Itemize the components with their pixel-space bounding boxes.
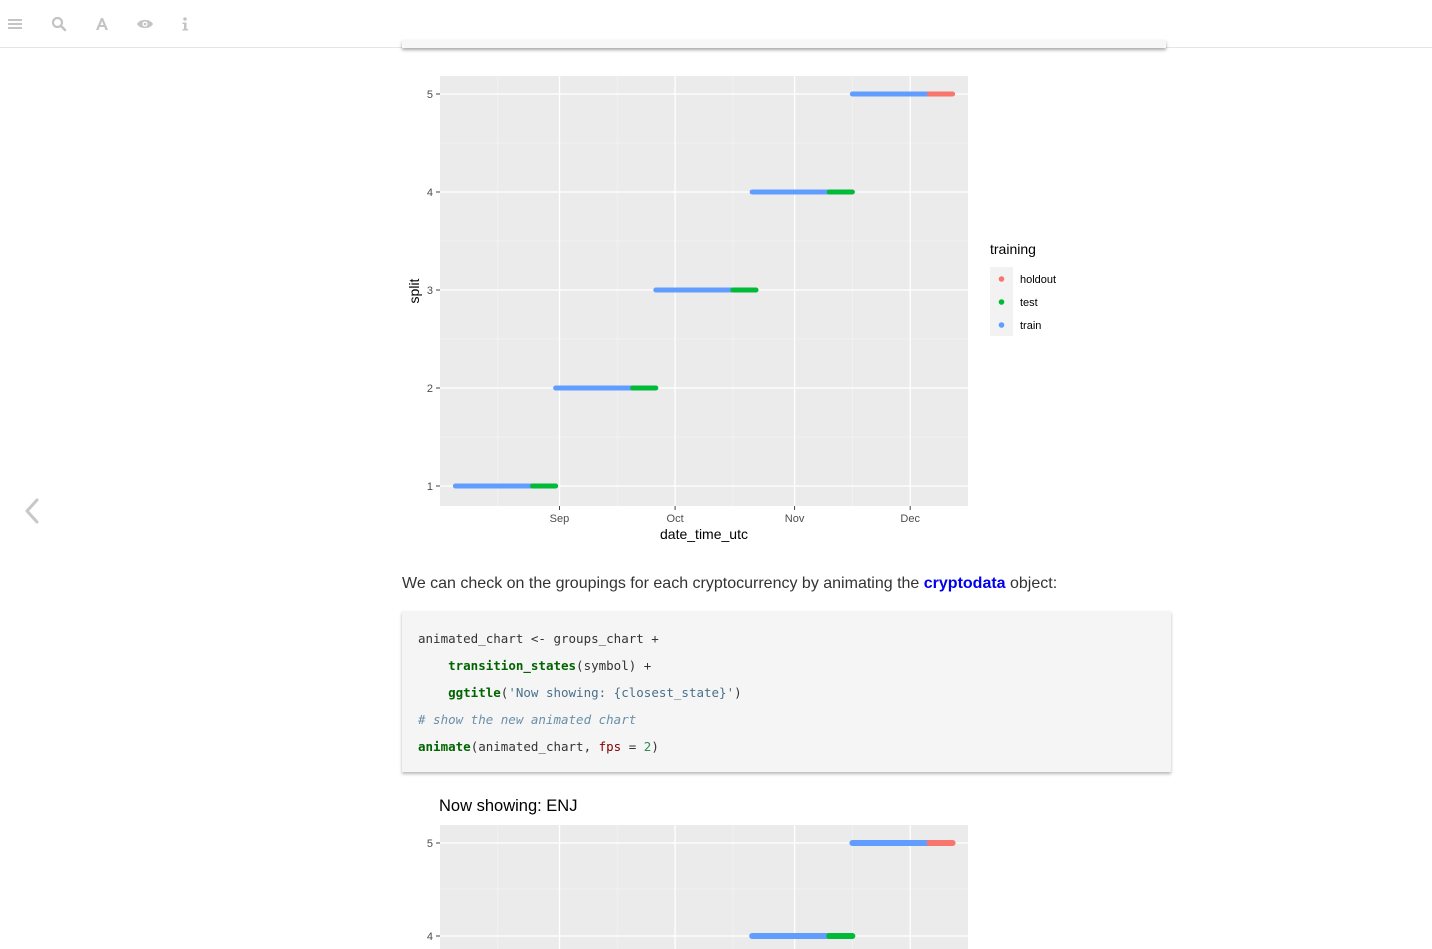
- y-tick-label: 3: [427, 285, 433, 297]
- code-number: 2: [643, 739, 652, 754]
- y-axis-title: split: [406, 278, 422, 303]
- y-tick-label: 5: [427, 89, 433, 101]
- code-text: animated_chart <- groups_chart +: [418, 631, 659, 646]
- legend-label: train: [1020, 320, 1041, 332]
- code-line-5: animate(animated_chart, fps = 2): [418, 737, 659, 757]
- y-tick-label: 1: [427, 481, 433, 493]
- paragraph-text: We can check on the groupings for each c…: [402, 575, 924, 592]
- code-string: 'Now showing: {closest_state}': [508, 685, 735, 700]
- legend-title: training: [990, 241, 1036, 257]
- legend-label: holdout: [1020, 274, 1056, 286]
- code-function: ggtitle: [448, 685, 501, 700]
- y-tick-label: 4: [427, 931, 433, 943]
- paragraph: We can check on the groupings for each c…: [402, 574, 1162, 594]
- splits-chart: 1 2 3 4 5 Sep Oct Nov Dec date_time_utc split train…: [406, 76, 1056, 542]
- menu-icon[interactable]: [3, 12, 27, 36]
- code-text: (symbol) +: [576, 658, 652, 673]
- code-function: animate: [418, 739, 471, 754]
- y-tick-label: 2: [427, 383, 433, 395]
- legend-key: [998, 299, 1005, 305]
- code-text: (: [500, 685, 509, 700]
- code-line-1: animated_chart <- groups_chart +: [418, 629, 659, 649]
- code-function: transition_states: [448, 658, 577, 673]
- legend-label: test: [1020, 297, 1038, 309]
- code-line-4: # show the new animated chart: [418, 710, 636, 730]
- code-argument: fps: [598, 739, 622, 754]
- chart2-title: Now showing: ENJ: [439, 797, 578, 815]
- code-line-2: transition_states(symbol) +: [418, 656, 651, 676]
- code-text: (animated_chart,: [470, 739, 599, 754]
- x-tick-label: Oct: [667, 513, 684, 525]
- animated-chart: 45: [427, 825, 968, 949]
- cryptodata-link[interactable]: cryptodata: [923, 575, 1006, 592]
- y-tick-label: 5: [427, 838, 433, 850]
- paragraph-text-end: object:: [1005, 575, 1058, 592]
- previous-page-button[interactable]: [16, 494, 48, 528]
- x-axis-title: date_time_utc: [660, 526, 748, 542]
- chevron-left-icon: [25, 498, 39, 524]
- x-tick-label: Dec: [900, 513, 920, 525]
- x-tick-label: Sep: [550, 513, 570, 525]
- search-icon[interactable]: [47, 12, 71, 36]
- code-text: ): [734, 685, 742, 700]
- previous-code-block-edge: [402, 40, 1166, 48]
- info-icon[interactable]: [173, 12, 197, 36]
- legend-key: [998, 322, 1005, 328]
- font-icon[interactable]: [90, 12, 114, 36]
- code-text: ): [651, 739, 659, 754]
- code-block: animated_chart <- groups_chart + transit…: [402, 611, 1171, 772]
- y-tick-label: 4: [427, 187, 433, 199]
- eye-icon[interactable]: [133, 12, 157, 36]
- legend-key: [998, 276, 1005, 282]
- code-line-3: ggtitle('Now showing: {closest_state}'): [418, 683, 742, 703]
- x-tick-label: Nov: [785, 513, 805, 525]
- code-comment: # show the new animated chart: [418, 712, 637, 727]
- code-text: =: [621, 739, 644, 754]
